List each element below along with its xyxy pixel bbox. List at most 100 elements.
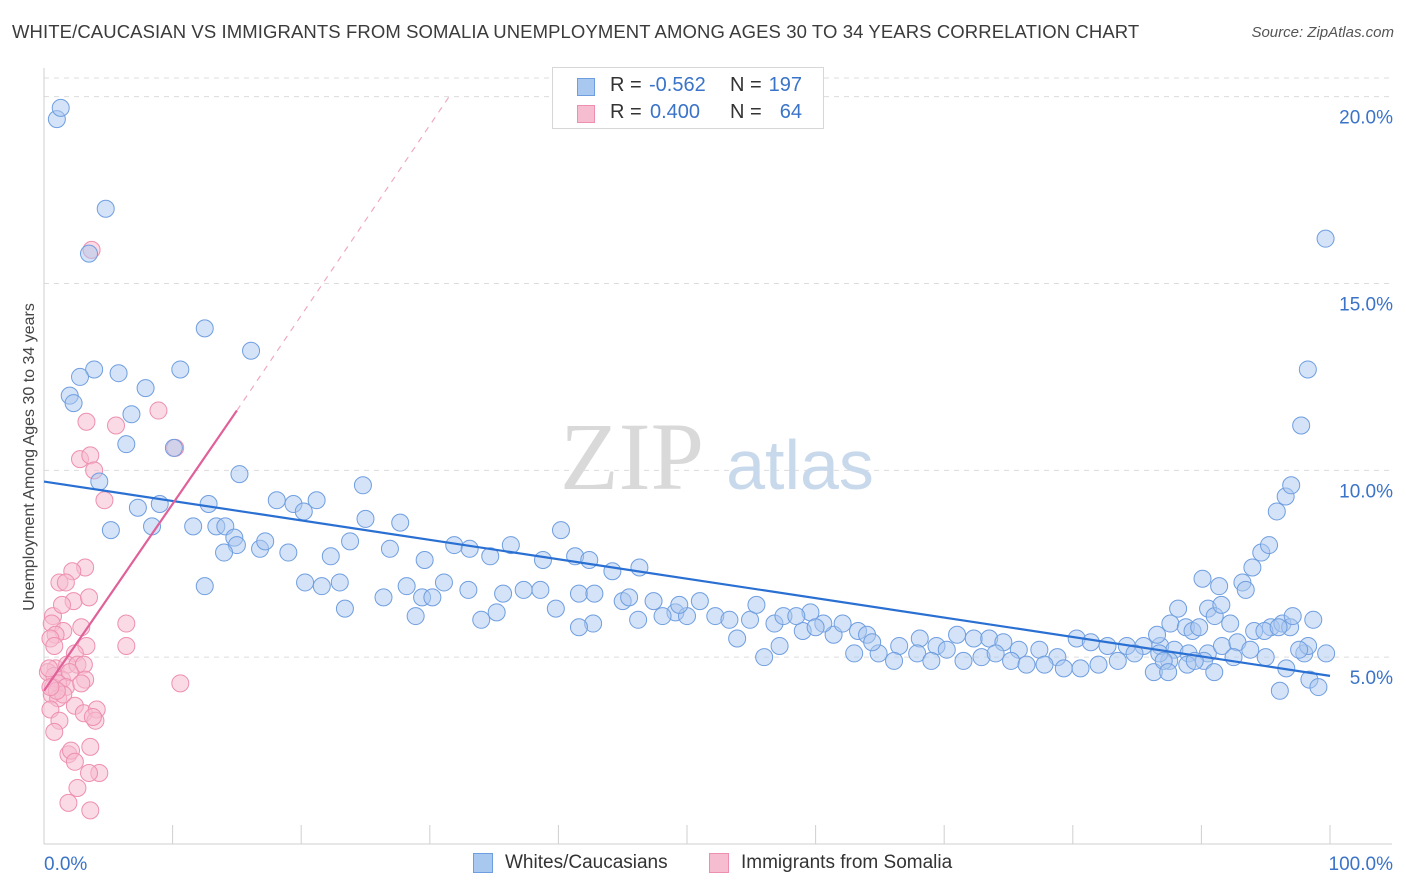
point-white (501, 536, 520, 555)
point-white (1290, 640, 1309, 659)
series-legend-swatch-blue (473, 853, 493, 873)
legend-r-label: R = (610, 101, 642, 123)
point-somalia (81, 801, 100, 820)
point-white (1089, 655, 1108, 674)
point-white (122, 405, 141, 424)
point-white (1298, 360, 1317, 379)
trend-line-somalia (43, 409, 238, 692)
axes (43, 68, 1392, 845)
point-white (184, 517, 203, 536)
point-somalia (77, 412, 96, 431)
point-white (954, 651, 973, 670)
point-white (948, 625, 967, 644)
point-white (494, 584, 513, 603)
point-white (312, 577, 331, 596)
point-white (90, 472, 109, 491)
x-tick-label-max: 100.0% (1329, 854, 1394, 875)
point-white (1108, 651, 1127, 670)
point-white (922, 651, 941, 670)
point-white (96, 199, 115, 218)
point-white (487, 603, 506, 622)
point-white (755, 648, 774, 667)
point-white (267, 491, 286, 510)
point-white (885, 651, 904, 670)
point-white (101, 521, 120, 540)
point-white (85, 360, 104, 379)
y-axis-label: Unemployment Among Ages 30 to 34 years (21, 303, 38, 611)
point-white (307, 491, 326, 510)
legend-swatch-pink (577, 105, 595, 123)
point-white (230, 465, 249, 484)
point-somalia (45, 636, 64, 655)
point-somalia (68, 778, 87, 797)
point-white (1054, 659, 1073, 678)
point-white (569, 618, 588, 637)
point-white (1304, 610, 1323, 629)
point-somalia (41, 678, 60, 697)
point-somalia (117, 614, 136, 633)
point-white (569, 584, 588, 603)
tick-labels: 5.0% 10.0% 15.0% 20.0% 0.0% 100.0% (44, 108, 1393, 875)
legend-n-label: N = (730, 101, 762, 123)
point-white (1159, 663, 1178, 682)
point-white (1270, 681, 1289, 700)
point-white (164, 438, 183, 457)
point-white (1125, 644, 1144, 663)
point-white (128, 498, 147, 517)
point-white (937, 640, 956, 659)
point-white (199, 494, 218, 513)
point-white (294, 502, 313, 521)
point-white (986, 644, 1005, 663)
point-white (279, 543, 298, 562)
point-white (644, 592, 663, 611)
point-white (787, 607, 806, 626)
point-somalia (53, 595, 72, 614)
point-white (910, 629, 929, 648)
point-white (171, 360, 190, 379)
point-white (533, 551, 552, 570)
point-white (720, 610, 739, 629)
point-white (653, 607, 672, 626)
point-white (690, 592, 709, 611)
point-somalia (45, 722, 64, 741)
point-white (1030, 640, 1049, 659)
point-white (1017, 655, 1036, 674)
point-white (1243, 558, 1262, 577)
point-white (1283, 607, 1302, 626)
point-white (195, 577, 214, 596)
point-white (1193, 569, 1212, 588)
point-white (51, 98, 70, 117)
point-white (863, 633, 882, 652)
legend-r-value: -0.562 (649, 74, 706, 96)
point-white (1210, 577, 1229, 596)
point-white (1205, 663, 1224, 682)
point-white (546, 599, 565, 618)
point-white (242, 341, 261, 360)
point-somalia (80, 764, 99, 783)
point-white (472, 610, 491, 629)
point-white (1002, 651, 1021, 670)
point-white (117, 435, 136, 454)
point-white (1292, 416, 1311, 435)
point-white (321, 547, 340, 566)
point-white (335, 599, 354, 618)
point-white (629, 610, 648, 629)
point-white (728, 629, 747, 648)
point-white (1098, 636, 1117, 655)
series-legend-somalia: Immigrants from Somalia (741, 852, 953, 873)
point-white (423, 588, 442, 607)
watermark: ZIP atlas (560, 403, 874, 510)
y-tick-label: 20.0% (1339, 108, 1393, 129)
point-white (747, 595, 766, 614)
point-white (406, 607, 425, 626)
point-somalia (107, 416, 126, 435)
point-somalia (117, 636, 136, 655)
point-white (806, 618, 825, 637)
point-somalia (72, 674, 91, 693)
x-tick-label-min: 0.0% (44, 854, 87, 875)
point-white (71, 367, 90, 386)
point-white (964, 629, 983, 648)
point-white (80, 244, 99, 263)
point-white (741, 610, 760, 629)
point-white (1316, 229, 1335, 248)
